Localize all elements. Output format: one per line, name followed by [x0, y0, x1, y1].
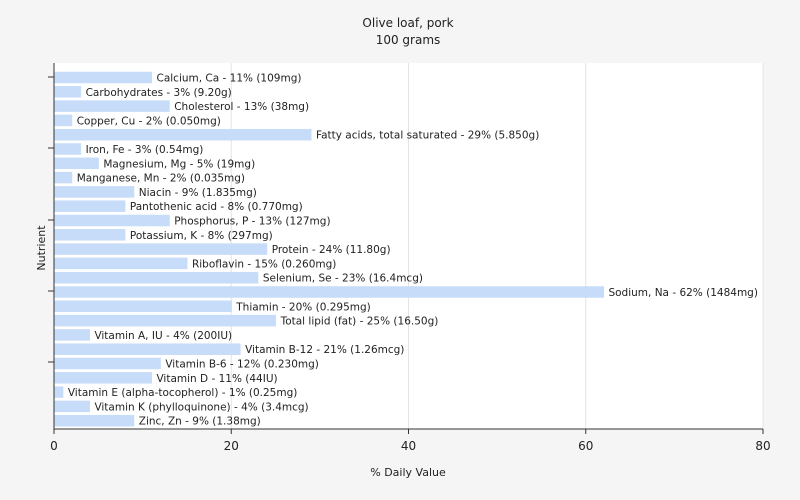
- bar-labels-group: Calcium, Ca - 11% (109mg) Carbohydrates -…: [68, 73, 758, 428]
- bar: [54, 314, 277, 327]
- bar-label: Calcium, Ca - 11% (109mg): [156, 73, 301, 85]
- bar: [54, 414, 135, 427]
- bar: [54, 243, 268, 255]
- x-tick-label: 60: [578, 439, 593, 453]
- bar-label: Vitamin B-12 - 21% (1.26mcg): [245, 344, 404, 356]
- bar: [54, 143, 82, 155]
- bar-label: Copper, Cu - 2% (0.050mg): [77, 115, 221, 127]
- bar: [54, 214, 170, 227]
- bar: [54, 71, 152, 84]
- bar-label: Riboflavin - 15% (0.260mg): [192, 258, 336, 270]
- x-tick-label: 40: [401, 439, 416, 453]
- bar-label: Vitamin D - 11% (44IU): [156, 373, 277, 385]
- bar-label: Cholesterol - 13% (38mg): [174, 101, 309, 113]
- bar-label: Thiamin - 20% (0.295mg): [235, 301, 371, 313]
- bar-label: Potassium, K - 8% (297mg): [130, 230, 273, 242]
- chart-subtitle: 100 grams: [376, 33, 441, 47]
- bar-label: Sodium, Na - 62% (1484mg): [608, 287, 757, 299]
- bar-label: Vitamin B-6 - 12% (0.230mg): [165, 359, 319, 371]
- bar: [54, 171, 73, 184]
- bar-label: Vitamin K (phylloquinone) - 4% (3.4mcg): [94, 401, 308, 413]
- bar-label: Fatty acids, total saturated - 29% (5.85…: [316, 130, 539, 142]
- bar-label: Niacin - 9% (1.835mg): [139, 187, 257, 199]
- bar-label: Carbohydrates - 3% (9.20g): [86, 87, 232, 99]
- bar-label: Pantothenic acid - 8% (0.770mg): [130, 201, 303, 213]
- bar: [54, 200, 126, 212]
- bar: [54, 343, 241, 355]
- bar: [54, 357, 161, 370]
- bar: [54, 286, 604, 298]
- x-tick-label: 0: [50, 439, 58, 453]
- bar: [54, 128, 312, 141]
- bar-label: Iron, Fe - 3% (0.54mg): [86, 144, 204, 156]
- bar-label: Magnesium, Mg - 5% (19mg): [103, 158, 255, 170]
- gridlines: [230, 63, 764, 429]
- bar: [54, 100, 170, 112]
- bar: [54, 157, 99, 170]
- bar: [54, 114, 73, 127]
- bar-label: Phosphorus, P - 13% (127mg): [174, 216, 330, 228]
- x-axis-title: % Daily Value: [370, 466, 446, 479]
- bar-label: Selenium, Se - 23% (16.4mcg): [263, 273, 423, 285]
- bar: [54, 372, 152, 384]
- x-tick-label: 80: [755, 439, 770, 453]
- bar-label: Vitamin E (alpha-tocopherol) - 1% (0.25m…: [68, 387, 297, 399]
- bar-label: Zinc, Zn - 9% (1.38mg): [139, 416, 261, 428]
- bar-label: Manganese, Mn - 2% (0.035mg): [77, 173, 245, 185]
- bar: [54, 386, 64, 398]
- bar: [54, 257, 188, 270]
- chart-title: Olive loaf, pork: [362, 16, 453, 30]
- bar: [54, 400, 90, 413]
- bar-label: Total lipid (fat) - 25% (16.50g): [280, 316, 439, 328]
- bar: [54, 271, 259, 284]
- bar-label: Vitamin A, IU - 4% (200IU): [94, 330, 232, 342]
- bar: [54, 86, 82, 98]
- bar-label: Protein - 24% (11.80g): [272, 244, 391, 256]
- x-tick-label: 20: [224, 439, 239, 453]
- bar: [54, 329, 90, 341]
- y-axis-title: Nutrient: [35, 225, 48, 271]
- bar: [54, 300, 232, 313]
- axes-group: 0 20 40 60 80: [48, 63, 771, 453]
- bar: [54, 186, 135, 198]
- bars-group: [54, 71, 604, 427]
- bar: [54, 229, 126, 241]
